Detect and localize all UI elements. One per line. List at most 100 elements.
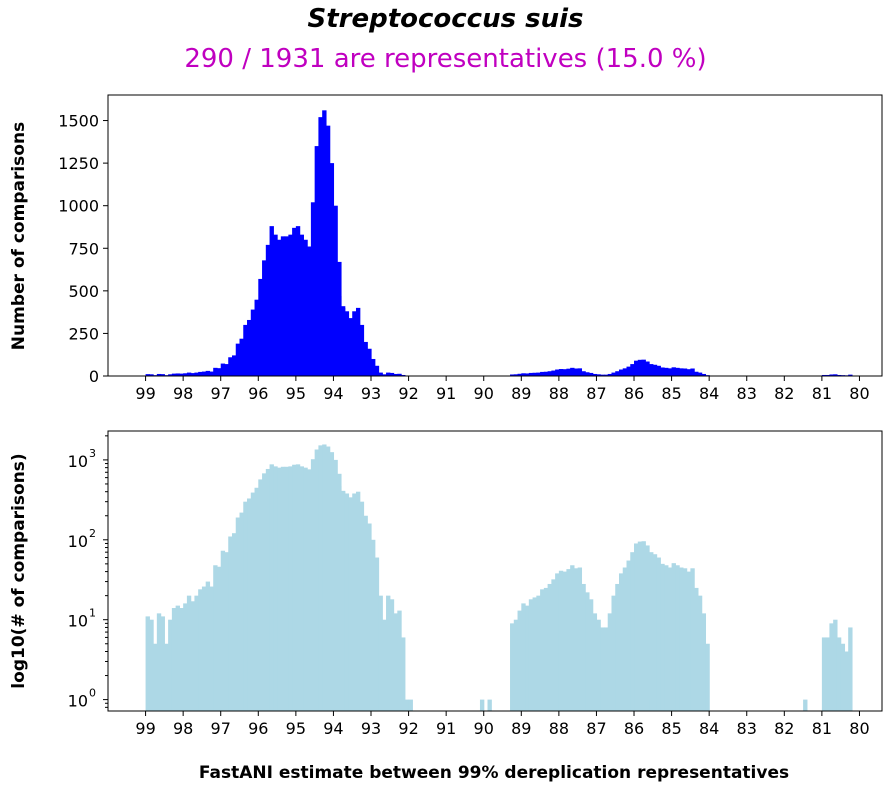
bottom-x-tick-label: 97	[211, 719, 231, 738]
top-y-tick-label: 1500	[58, 112, 99, 131]
top-bar	[303, 268, 308, 376]
bottom-x-tick-label: 96	[248, 719, 268, 738]
top-bar	[295, 295, 301, 376]
top-bar	[547, 371, 552, 376]
bottom-x-tick-label: 81	[812, 719, 832, 738]
bottom-bar	[600, 627, 605, 711]
bottom-bar	[224, 552, 229, 711]
bottom-bar	[803, 699, 808, 711]
top-bar	[231, 355, 237, 376]
top-bar	[618, 369, 624, 376]
top-bar	[603, 374, 609, 376]
bottom-bar	[686, 699, 691, 711]
bottom-bar	[288, 466, 293, 711]
bottom-bar	[664, 565, 669, 711]
top-bar	[284, 236, 289, 376]
bottom-x-tick-label: 91	[436, 719, 456, 738]
top-bar	[675, 367, 680, 376]
bottom-bar	[299, 482, 304, 711]
bottom-bar	[262, 473, 267, 711]
bottom-bar	[487, 699, 492, 711]
top-bar	[401, 374, 406, 376]
bottom-bar	[679, 699, 684, 711]
bottom-bar	[145, 616, 150, 711]
bottom-bar	[363, 515, 368, 711]
top-bar	[292, 227, 297, 376]
top-bar	[378, 372, 383, 376]
bottom-bar	[596, 619, 601, 711]
top-bar	[573, 368, 579, 376]
top-bar	[168, 374, 173, 376]
bottom-bar	[573, 568, 579, 711]
bottom-bar	[382, 619, 387, 711]
top-bar	[397, 373, 402, 376]
top-x-tick-label: 83	[737, 384, 757, 403]
top-bar	[277, 239, 282, 376]
top-bar	[694, 371, 699, 376]
bottom-x-tick-label: 85	[661, 719, 681, 738]
top-bar	[355, 307, 361, 376]
top-bar	[262, 260, 267, 376]
bottom-bar	[201, 586, 207, 711]
bottom-bar	[273, 466, 278, 711]
bottom-bar	[836, 637, 842, 711]
bottom-bar	[401, 637, 406, 711]
bottom-bar	[198, 589, 203, 711]
top-bar	[641, 359, 646, 376]
bottom-x-tick-label: 80	[849, 719, 869, 738]
top-x-tick-label: 96	[248, 384, 268, 403]
bottom-bar	[367, 523, 372, 711]
bottom-y-tick-exponent: 1	[89, 607, 96, 620]
top-bar	[171, 373, 177, 376]
bottom-bar	[168, 619, 173, 711]
top-bar	[247, 319, 252, 376]
top-bar	[322, 110, 327, 376]
bottom-bar	[393, 699, 398, 711]
bottom-bar	[397, 610, 402, 711]
bottom-bar	[622, 567, 628, 711]
top-bar	[607, 373, 613, 376]
bottom-x-tick-label: 99	[135, 719, 155, 738]
bottom-x-tick-label: 95	[286, 719, 306, 738]
top-bar	[149, 374, 154, 376]
top-y-tick-label: 1250	[58, 154, 99, 173]
top-bar	[190, 373, 196, 376]
bottom-bar	[179, 608, 184, 711]
bottom-y-tick-label: 10	[68, 452, 88, 471]
bottom-bar	[292, 464, 297, 711]
top-y-tick-label: 250	[68, 324, 99, 343]
top-bar	[570, 367, 575, 376]
bottom-bar	[840, 643, 846, 711]
bottom-bar	[525, 605, 530, 711]
top-bar	[352, 311, 357, 376]
bottom-bar	[607, 613, 613, 711]
bottom-bar	[340, 491, 346, 711]
bottom-bar	[183, 603, 188, 711]
top-bar	[543, 371, 549, 376]
bottom-bar	[386, 595, 391, 711]
bottom-bar	[543, 587, 549, 711]
bottom-bar	[682, 568, 688, 711]
top-bar	[156, 373, 162, 376]
bottom-bar	[649, 552, 654, 711]
bottom-bar	[848, 627, 853, 711]
bottom-bar	[243, 501, 248, 711]
top-bar	[649, 364, 654, 376]
top-bar	[848, 374, 853, 376]
top-x-tick-label: 95	[286, 384, 306, 403]
bottom-bar	[160, 616, 165, 711]
top-bar	[220, 363, 226, 376]
bottom-y-tick-exponent: 2	[89, 527, 96, 540]
top-bar	[634, 360, 639, 376]
top-x-tick-label: 93	[361, 384, 381, 403]
top-bar	[821, 374, 827, 376]
bottom-bar	[821, 637, 827, 711]
bottom-bar	[656, 557, 661, 711]
top-bar	[228, 357, 233, 376]
bottom-ylabel: log10(# of comparisons)	[9, 453, 29, 688]
top-bar	[532, 372, 537, 376]
top-x-tick-label: 86	[624, 384, 644, 403]
bottom-bar	[310, 459, 316, 711]
top-bar	[224, 364, 229, 376]
top-bar	[179, 373, 184, 376]
